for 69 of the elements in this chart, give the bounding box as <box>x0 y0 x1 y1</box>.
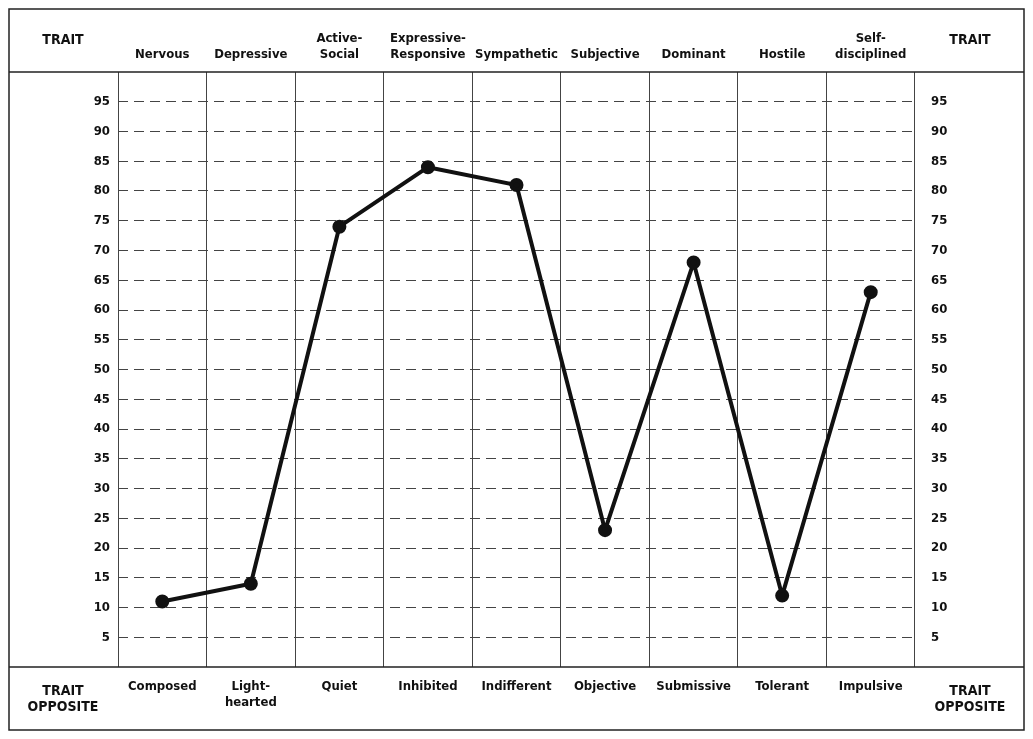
y-tick-label: 5 <box>101 628 110 644</box>
y-tick-label: 60 <box>93 301 110 317</box>
y2-tick-label: 15 <box>931 569 948 585</box>
y-tick-label: 30 <box>93 479 110 495</box>
x2-axis-title: TRAIT <box>42 30 85 47</box>
x-tick-label: Tolerant <box>755 678 810 694</box>
y-tick-label: 70 <box>93 241 110 257</box>
point <box>598 523 613 538</box>
x-tick-label: Objective <box>573 678 637 694</box>
y-tick-label: 65 <box>93 271 110 287</box>
y-tick-label: 50 <box>93 360 110 376</box>
y2-tick-label: 90 <box>931 122 948 138</box>
y2-tick-label: 80 <box>931 182 948 198</box>
point <box>863 285 878 300</box>
y-tick-label: 90 <box>93 122 110 138</box>
y-tick-label: 10 <box>93 598 110 614</box>
y2-tick-label: 65 <box>931 271 948 287</box>
point <box>420 160 435 175</box>
text: Hostile <box>759 45 806 61</box>
text: Dominant <box>661 45 727 61</box>
point <box>509 178 524 193</box>
y2-tick-label: 95 <box>931 93 948 109</box>
point <box>332 219 347 234</box>
text: Nervous <box>135 45 190 61</box>
text: Active-Social <box>316 29 363 61</box>
y2-tick-label: 35 <box>931 450 948 466</box>
x-tick-label: Quiet <box>321 678 358 694</box>
y2-tick-label: 70 <box>931 241 948 257</box>
text: Subjective <box>570 45 640 61</box>
y-tick-label: 85 <box>93 152 110 168</box>
text: Sympathetic <box>475 45 558 61</box>
y2-tick-label: 20 <box>931 539 948 555</box>
y2-tick-label: 55 <box>931 331 948 347</box>
text: Expressive-Responsive <box>389 29 467 61</box>
y-tick-label: 40 <box>93 420 110 436</box>
y2-tick-label: 75 <box>931 212 948 228</box>
y2-tick-label: 45 <box>931 390 948 406</box>
point <box>775 588 790 603</box>
point <box>243 576 258 591</box>
y2-tick-label: 85 <box>931 152 948 168</box>
x-tick-label: Indifferent <box>481 678 552 694</box>
y2-tick-label: 5 <box>931 628 940 644</box>
y-tick-label: 75 <box>93 212 110 228</box>
y2-tick-label: 50 <box>931 360 948 376</box>
y-tick-label: 15 <box>93 569 110 585</box>
y2-tick-label: 60 <box>931 301 948 317</box>
x-tick-label: Composed <box>128 678 197 694</box>
y-tick-label: 95 <box>93 93 110 109</box>
x-tick-label: Submissive <box>656 678 732 694</box>
text: TRAIT <box>949 30 991 47</box>
y2-tick-label: 10 <box>931 598 948 614</box>
y2-tick-label: 40 <box>931 420 948 436</box>
y-tick-label: 25 <box>93 509 110 525</box>
y-tick-label: 35 <box>93 450 110 466</box>
text: Depressive <box>214 45 288 61</box>
y-tick-label: 80 <box>93 182 110 198</box>
point <box>686 255 701 270</box>
y-tick-label: 55 <box>93 331 110 347</box>
x-tick-label: Light-hearted <box>224 678 277 709</box>
y-tick-label: 20 <box>93 539 110 555</box>
y2-tick-label: 30 <box>931 479 948 495</box>
x-tick-label: Inhibited <box>398 678 458 694</box>
y-tick-label: 45 <box>93 390 110 406</box>
text: TRAIT OPPOSITE <box>934 681 1006 714</box>
x-tick-label: Impulsive <box>838 678 903 694</box>
text: Self-disciplined <box>835 29 907 61</box>
point <box>155 594 170 609</box>
x-axis-title: TRAIT OPPOSITE <box>27 681 99 714</box>
y2-tick-label: 25 <box>931 509 948 525</box>
